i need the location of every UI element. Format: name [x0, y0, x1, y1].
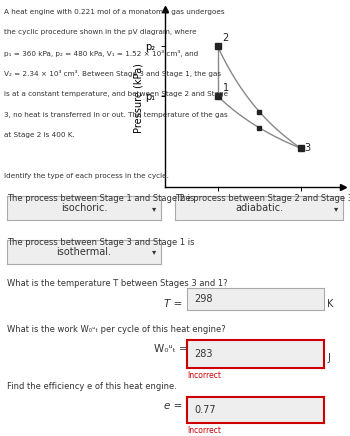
Text: at Stage 2 is 400 K.: at Stage 2 is 400 K. — [4, 132, 74, 138]
Text: ▾: ▾ — [152, 247, 156, 256]
Text: 0.77: 0.77 — [194, 405, 216, 415]
Text: 2: 2 — [223, 33, 229, 43]
Text: V₂ = 2.34 × 10³ cm³. Between Stage 3 and Stage 1, the gas: V₂ = 2.34 × 10³ cm³. Between Stage 3 and… — [4, 70, 220, 78]
Text: ▾: ▾ — [152, 204, 156, 213]
Text: adiabatic.: adiabatic. — [235, 203, 283, 213]
Text: The process between Stage 1 and Stage 2 is: The process between Stage 1 and Stage 2 … — [7, 194, 194, 203]
Text: T =: T = — [164, 299, 183, 309]
Text: The process between Stage 2 and Stage 3 is: The process between Stage 2 and Stage 3 … — [175, 194, 350, 203]
Text: W₀ᵘₜ =: W₀ᵘₜ = — [154, 344, 188, 354]
Text: A heat engine with 0.221 mol of a monatomic gas undergoes: A heat engine with 0.221 mol of a monato… — [4, 9, 224, 15]
Text: ▾: ▾ — [334, 204, 338, 213]
Text: Find the efficiency e of this heat engine.: Find the efficiency e of this heat engin… — [7, 382, 177, 391]
Text: isochoric.: isochoric. — [61, 203, 107, 213]
Text: 1: 1 — [223, 83, 229, 93]
Text: the cyclic procedure shown in the pV diagram, where: the cyclic procedure shown in the pV dia… — [4, 29, 196, 35]
Text: 3: 3 — [304, 143, 310, 153]
X-axis label: Volume (cm³): Volume (cm³) — [221, 209, 287, 219]
Text: p₁ = 360 kPa, p₂ = 480 kPa, V₁ = 1.52 × 10³ cm³, and: p₁ = 360 kPa, p₂ = 480 kPa, V₁ = 1.52 × … — [4, 50, 198, 57]
Text: 298: 298 — [194, 294, 212, 303]
Text: What is the work W₀ᵘₜ per cycle of this heat engine?: What is the work W₀ᵘₜ per cycle of this … — [7, 325, 226, 334]
Text: isothermal.: isothermal. — [56, 247, 112, 257]
Y-axis label: Pressure (kPa): Pressure (kPa) — [134, 63, 144, 133]
Text: is at a constant temperature, and between Stage 2 and Stage: is at a constant temperature, and betwee… — [4, 91, 228, 97]
Text: e =: e = — [164, 401, 183, 411]
Text: Incorrect: Incorrect — [187, 426, 221, 435]
Text: J: J — [327, 353, 330, 363]
Text: 283: 283 — [194, 349, 212, 359]
Text: The process between Stage 3 and Stage 1 is: The process between Stage 3 and Stage 1 … — [7, 238, 195, 247]
Text: Incorrect: Incorrect — [187, 371, 221, 381]
Text: What is the temperature T between Stages 3 and 1?: What is the temperature T between Stages… — [7, 279, 228, 288]
Text: Identify the type of each process in the cycle.: Identify the type of each process in the… — [4, 173, 168, 179]
Text: 3, no heat is transferred in or out. The temperature of the gas: 3, no heat is transferred in or out. The… — [4, 112, 227, 118]
Text: K: K — [327, 299, 334, 309]
